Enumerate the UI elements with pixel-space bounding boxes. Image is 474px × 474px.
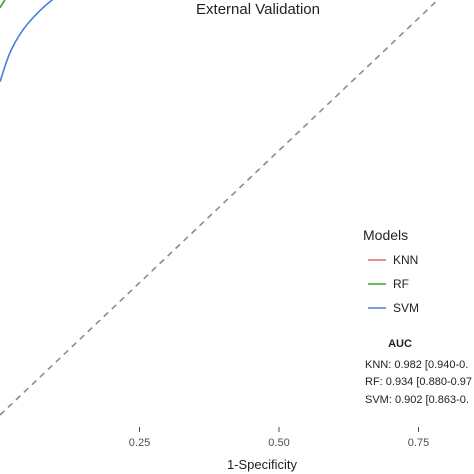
x-tick-label: 0.25 [129,437,150,449]
auc-line-svm: SVM: 0.902 [0.863-0. [365,394,469,406]
x-axis-label: 1-Specificity [227,457,298,472]
series-line-svm [0,0,54,82]
legend-label-rf: RF [393,277,409,291]
legend: KNN RF SVM [368,253,419,315]
auc-line-knn: KNN: 0.982 [0.940-0. [365,359,468,371]
legend-label-svm: SVM [393,301,419,315]
x-tick-label: 0.75 [408,437,429,449]
x-tick-label: 0.50 [268,437,289,449]
x-axis-ticks: 0.25 0.50 0.75 [129,427,429,449]
legend-title: Models [363,227,408,243]
chart-title: External Validation [196,1,320,18]
auc-line-rf: RF: 0.934 [0.880-0.97 [365,376,472,388]
plot-area [0,0,439,416]
reference-diagonal-line [0,0,439,416]
legend-label-knn: KNN [393,253,418,267]
auc-title: AUC [388,338,412,350]
